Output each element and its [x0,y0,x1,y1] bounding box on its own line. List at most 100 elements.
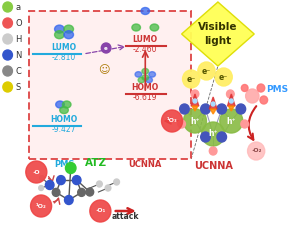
Text: UCNNA: UCNNA [128,160,162,169]
Ellipse shape [132,24,140,31]
Ellipse shape [138,77,145,83]
Circle shape [114,179,119,185]
Text: S: S [15,82,21,92]
Circle shape [3,34,12,44]
Circle shape [97,181,102,187]
Text: -6.619: -6.619 [133,93,157,102]
Text: H: H [15,34,22,43]
Text: attack: attack [111,212,139,221]
Ellipse shape [142,69,148,74]
Text: e⁻: e⁻ [219,72,228,81]
Text: h⁺: h⁺ [226,116,236,125]
Circle shape [182,70,200,88]
Ellipse shape [64,31,73,39]
Circle shape [201,132,210,142]
Polygon shape [192,106,198,111]
Circle shape [3,50,12,60]
Text: light: light [204,36,231,46]
Ellipse shape [56,101,64,108]
Text: Visible: Visible [198,22,238,32]
FancyBboxPatch shape [29,11,191,159]
Text: ¹O₃: ¹O₃ [167,119,177,123]
Text: C: C [15,67,21,75]
Circle shape [3,18,12,28]
Polygon shape [229,106,234,111]
Circle shape [198,62,215,80]
Circle shape [66,163,76,173]
Circle shape [241,120,249,128]
Circle shape [30,195,52,217]
Text: ATZ: ATZ [84,158,107,168]
Circle shape [241,84,248,92]
Ellipse shape [62,101,71,108]
Circle shape [215,68,232,86]
Text: h⁺: h⁺ [209,130,218,139]
Text: -2.810: -2.810 [52,53,76,62]
Circle shape [248,142,265,160]
Circle shape [57,176,65,185]
Circle shape [26,161,47,183]
Text: ·O₁: ·O₁ [95,209,106,214]
Circle shape [226,90,234,98]
Polygon shape [227,94,235,106]
Polygon shape [191,94,199,106]
Circle shape [246,89,259,103]
Text: N: N [15,51,22,60]
Ellipse shape [146,77,153,83]
Ellipse shape [149,72,155,77]
Circle shape [3,66,12,76]
Circle shape [46,181,54,190]
Circle shape [201,104,210,114]
Text: h⁺: h⁺ [190,116,200,125]
Circle shape [180,104,189,114]
Polygon shape [182,2,254,66]
Circle shape [3,82,12,92]
Circle shape [260,96,268,104]
Text: a: a [15,2,20,11]
Text: -2.460: -2.460 [133,45,157,54]
Text: LUMO: LUMO [133,35,158,44]
Text: PMS: PMS [266,85,288,94]
Ellipse shape [60,107,68,114]
Ellipse shape [55,25,64,33]
Circle shape [86,188,94,196]
Ellipse shape [55,31,64,39]
Circle shape [191,90,199,98]
Circle shape [209,147,217,155]
Text: e: e [104,45,108,51]
Circle shape [64,195,73,204]
Circle shape [78,188,85,196]
Circle shape [229,99,233,103]
Circle shape [202,122,225,146]
Text: HOMO: HOMO [50,115,78,124]
Text: PMS: PMS [54,160,74,169]
Circle shape [184,109,206,133]
Text: ·O₂: ·O₂ [251,149,261,153]
Text: e⁻: e⁻ [202,67,211,75]
Circle shape [72,176,81,185]
Circle shape [3,2,12,12]
Text: UCNNA: UCNNA [194,161,233,171]
Ellipse shape [135,72,142,77]
Ellipse shape [150,24,159,31]
Circle shape [211,102,215,106]
Polygon shape [210,109,216,114]
Text: LUMO: LUMO [51,43,77,52]
Circle shape [178,120,185,128]
Circle shape [217,104,226,114]
Text: ¹O₂: ¹O₂ [36,203,46,209]
Text: ☺: ☺ [98,65,110,75]
Text: ·O: ·O [32,170,40,174]
Ellipse shape [142,75,148,80]
Circle shape [236,104,246,114]
Polygon shape [209,97,217,109]
Circle shape [39,185,44,191]
Text: -9.427: -9.427 [52,125,76,134]
Circle shape [90,200,111,222]
Circle shape [40,175,44,181]
Circle shape [193,99,197,103]
Circle shape [162,110,182,132]
Text: e⁻: e⁻ [186,74,196,83]
Circle shape [220,109,243,133]
Text: O: O [15,19,22,28]
